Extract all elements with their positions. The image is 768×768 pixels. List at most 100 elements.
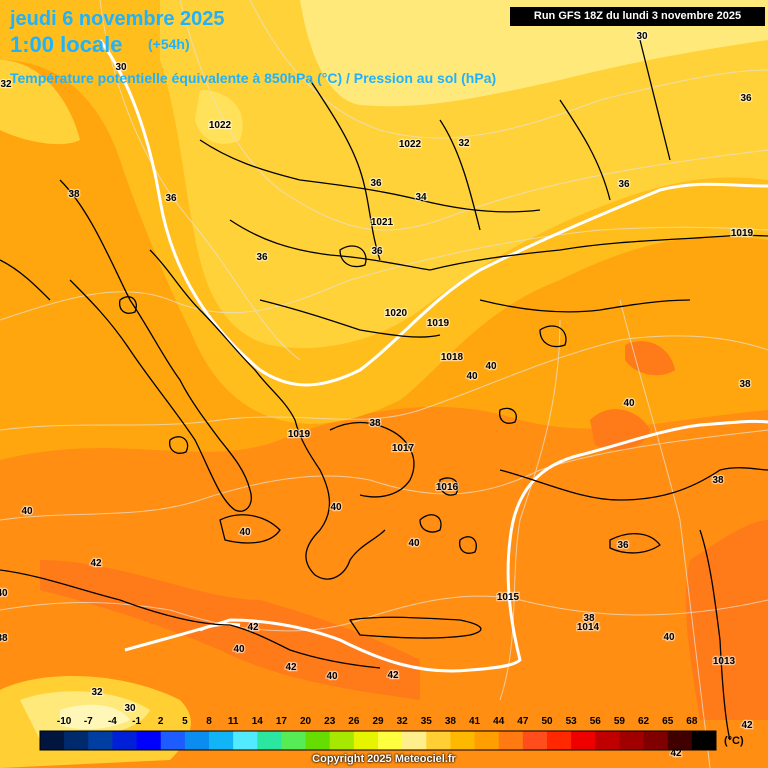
colorbar-swatch — [547, 731, 572, 750]
pressure-labels: 1022102210221022102110211020102010191019… — [208, 119, 755, 669]
forecast-time: 1:00 locale — [10, 32, 123, 57]
isobar-1015-halo: 1015 — [497, 592, 520, 603]
colorbar-tick-label: 56 — [590, 716, 602, 727]
theta-e-42-libya-central-halo: 42 — [285, 662, 297, 673]
colorbar-swatch — [353, 731, 379, 750]
theta-e-40-anatolia-halo: 40 — [623, 398, 635, 409]
theta-e-42-southeast: 42 — [741, 720, 753, 731]
parameter-description: Température potentielle équivalente à 85… — [10, 70, 497, 86]
theta-e-40-anatolia: 40 — [623, 398, 635, 409]
theta-e-42-egypt: 42 — [387, 670, 399, 681]
isobar-1021-halo: 1021 — [371, 217, 394, 228]
theta-e-38-west: 38 — [68, 189, 80, 200]
theta-e-40-left-edge-halo: 40 — [0, 588, 8, 599]
theta-e-30-northwest-halo: 30 — [115, 62, 127, 73]
theta-e-36-hungary-halo: 36 — [370, 178, 382, 189]
theta-e-40-ionian-halo: 40 — [330, 502, 342, 513]
colorbar-swatch — [571, 731, 596, 750]
colorbar-tick-label: 26 — [348, 716, 360, 727]
copyright: Copyright 2025 Meteociel.fr — [312, 753, 456, 765]
theta-e-40-left-edge: 40 — [0, 588, 8, 599]
colorbar-swatch — [667, 731, 693, 750]
colorbar-tick-label: 8 — [206, 716, 212, 727]
colorbar-swatch — [257, 731, 282, 750]
colorbar-tick-label: 14 — [252, 716, 264, 727]
theta-e-40-libya-coast-halo: 40 — [326, 671, 338, 682]
isobar-1020: 1020 — [385, 308, 408, 319]
colorbar-swatch — [595, 731, 620, 750]
isobar-1013-halo: 1013 — [713, 656, 736, 667]
isobar-1022-north: 1022 — [209, 120, 232, 131]
theta-e-40-aegean-halo: 40 — [408, 538, 420, 549]
isobar-1022-carpathian-halo: 1022 — [399, 139, 422, 150]
colorbar-swatch — [498, 731, 524, 750]
colorbar-swatch — [112, 731, 138, 750]
theta-e-36-serbia-halo: 36 — [256, 252, 268, 263]
colorbar-swatch — [691, 731, 717, 750]
colorbar-tick-label: 68 — [686, 716, 698, 727]
colorbar-swatch — [522, 731, 548, 750]
theta-e-36-hungary: 36 — [370, 178, 382, 189]
colorbar-swatch — [209, 731, 234, 750]
colorbar-tick-label: 44 — [493, 716, 505, 727]
theta-e-40-turkey-halo: 40 — [485, 361, 497, 372]
theta-e-36-balkans-halo: 36 — [371, 246, 383, 257]
theta-e-30-top-right-halo: 30 — [636, 31, 648, 42]
isobar-1021: 1021 — [371, 217, 394, 228]
theta-e-40-turkey: 40 — [485, 361, 497, 372]
theta-e-40-turkey-west: 40 — [466, 371, 478, 382]
colorbar-tick-label: 38 — [445, 716, 457, 727]
colorbar-tick-label: 62 — [638, 716, 650, 727]
theta-e-38-turkey-east-halo: 38 — [739, 379, 751, 390]
colorbar-swatch — [281, 731, 307, 750]
colorbar-tick-label: 2 — [158, 716, 164, 727]
theta-e-36-serbia: 36 — [256, 252, 268, 263]
isobar-1019-black-sea-halo: 1019 — [427, 318, 450, 329]
colorbar: -10 -7 -4 -1 2 5 8 11 14 17 20 23 26 29 32 35 38 41 44 47 50… — [39, 716, 717, 751]
theta-e-36-east-halo: 36 — [740, 93, 752, 104]
theta-e-36-alps-halo: 36 — [165, 193, 177, 204]
theta-e-38-west-halo: 38 — [68, 189, 80, 200]
forecast-lead-time: (+54h) — [148, 36, 190, 52]
theta-e-34-romania-halo: 34 — [415, 192, 427, 203]
colorbar-tick-label: 23 — [324, 716, 336, 727]
theta-e-38-greece: 38 — [369, 418, 381, 429]
theta-e-38-israel-halo: 38 — [583, 613, 595, 624]
colorbar-border — [39, 730, 717, 751]
colorbar-swatch — [426, 731, 451, 750]
theta-e-30-top-right: 30 — [636, 31, 648, 42]
isobar-1014: 1014 — [577, 622, 600, 633]
colorbar-tick-label: 59 — [614, 716, 626, 727]
colorbar-swatch — [402, 731, 427, 750]
theta-e-40-middle-east: 40 — [663, 632, 675, 643]
colorbar-swatch — [329, 731, 355, 750]
theta-e-40-spain-halo: 40 — [239, 527, 251, 538]
theta-e-42-libya-west-halo: 42 — [247, 622, 259, 633]
theta-e-40-middle-east-halo: 40 — [663, 632, 675, 643]
colorbar-swatch — [88, 731, 113, 750]
theta-e-32-north-halo: 32 — [458, 138, 470, 149]
theta-e-42-libya-central: 42 — [285, 662, 297, 673]
coastlines — [0, 39, 768, 741]
theta-e-36-balkans: 36 — [371, 246, 383, 257]
theta-e-38-levant-halo: 38 — [712, 475, 724, 486]
theta-e-36-russia-halo: 36 — [618, 179, 630, 190]
colorbar-tick-label: 65 — [662, 716, 674, 727]
isobar-1019-balkans-halo: 1019 — [288, 429, 311, 440]
colorbar-swatch — [305, 731, 331, 750]
colorbar-tick-label: 50 — [541, 716, 553, 727]
theta-e-40-libya: 40 — [233, 644, 245, 655]
isobar-1019-east: 1019 — [731, 228, 754, 239]
model-run-label: Run GFS 18Z du lundi 3 novembre 2025 — [510, 7, 765, 26]
isobar-1016-halo: 1016 — [436, 482, 459, 493]
isobar-1017: 1017 — [392, 443, 415, 454]
theta-e-32-northwest-halo: 32 — [0, 79, 12, 90]
isobar-1019-east-halo: 1019 — [731, 228, 754, 239]
colorbar-tick-label: 35 — [421, 716, 433, 727]
theta-e-38-turkey-east: 38 — [739, 379, 751, 390]
colorbar-tick-label: 20 — [300, 716, 312, 727]
